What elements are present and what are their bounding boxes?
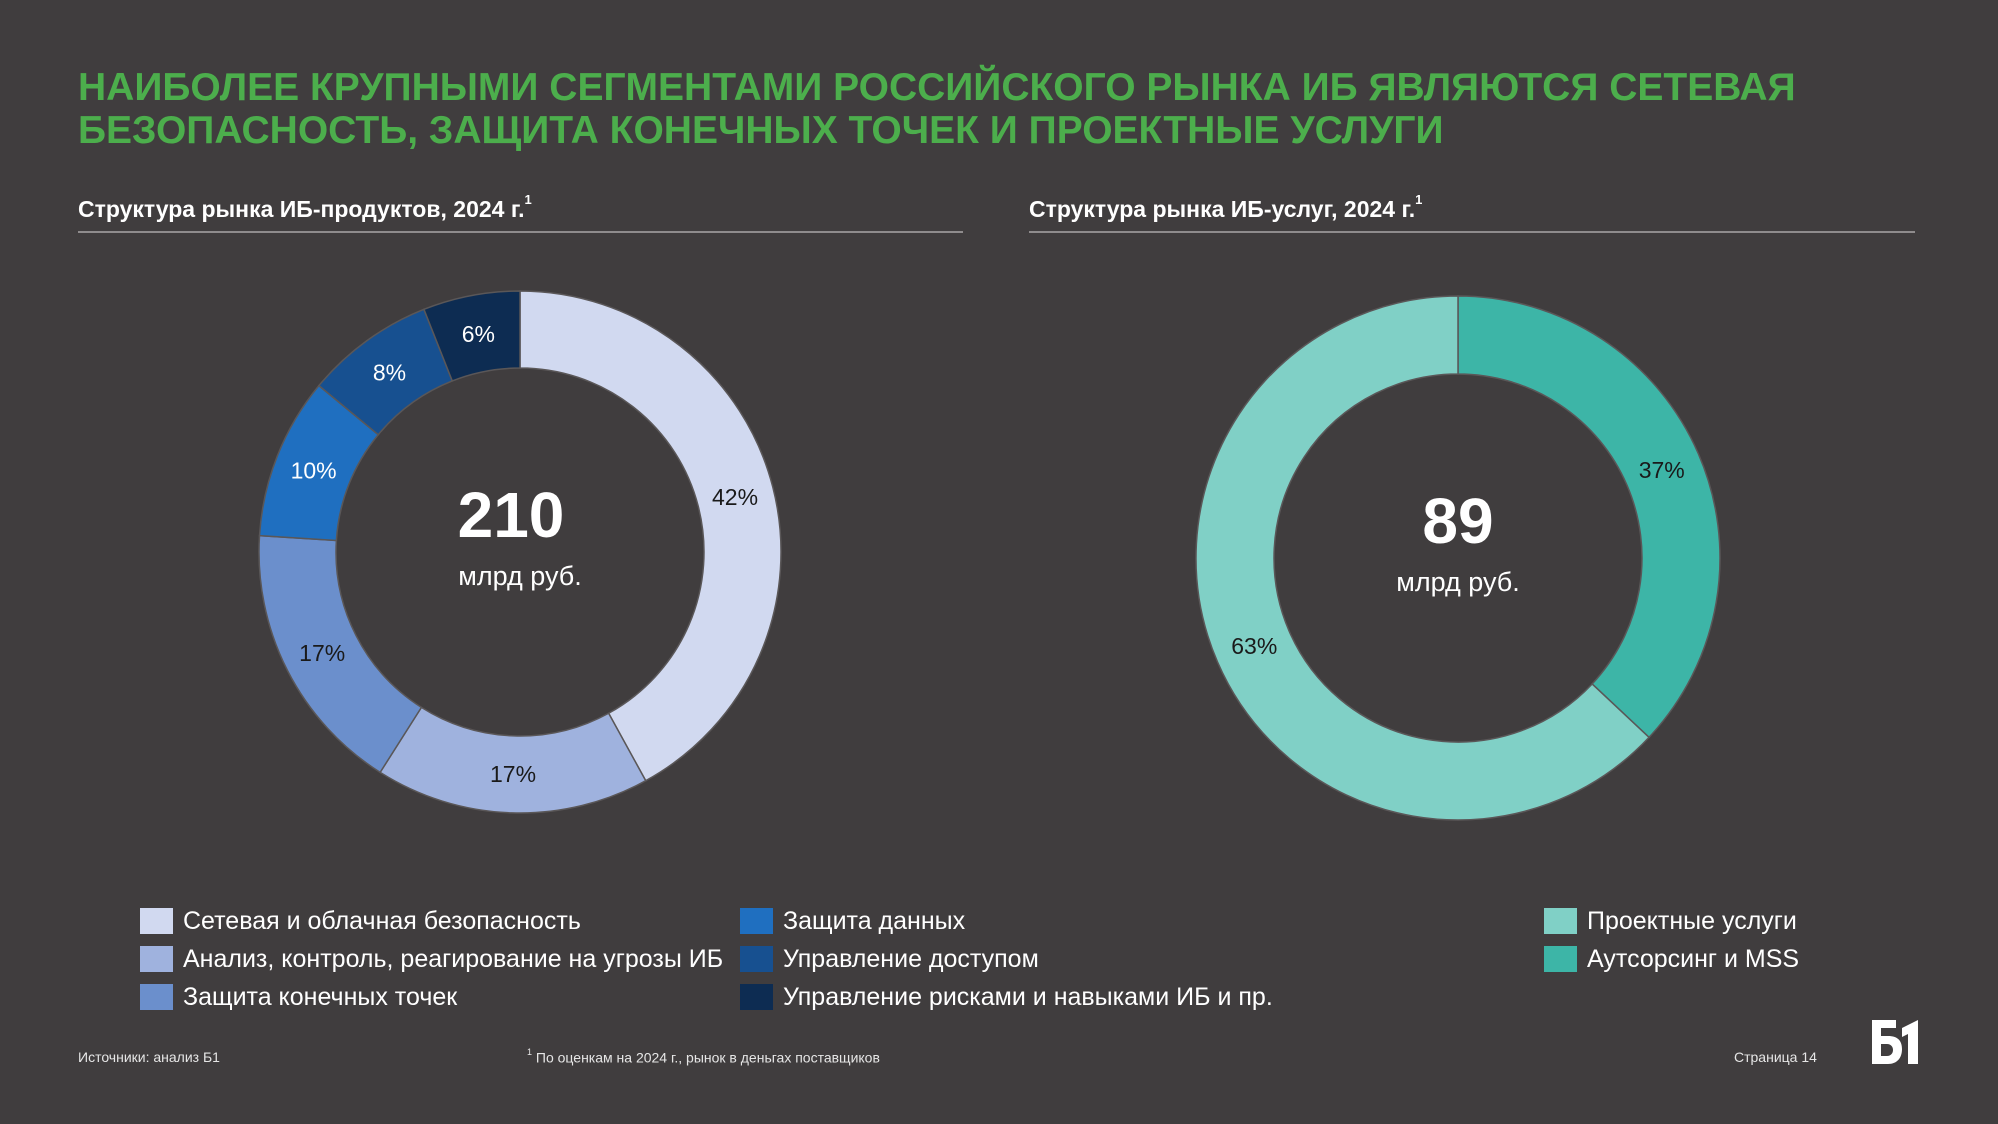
products-legend-item: Анализ, контроль, реагирование на угрозы… <box>140 940 723 978</box>
products-legend-item: Защита данных <box>740 902 1273 940</box>
products-slice-label-2: 17% <box>299 640 345 666</box>
services-slice-label-1: 63% <box>1231 633 1277 659</box>
products-legend-item-swatch <box>740 946 773 972</box>
headline-line-1: НАИБОЛЕЕ КРУПНЫМИ СЕГМЕНТАМИ РОССИЙСКОГО… <box>78 66 1796 109</box>
products-slice-label-1: 17% <box>490 761 536 787</box>
products-legend-item-swatch <box>140 946 173 972</box>
products-legend-item-swatch <box>740 984 773 1010</box>
products-chart-title-text: Структура рынка ИБ-продуктов, 2024 г. <box>78 196 525 222</box>
services-title-divider <box>1029 231 1915 233</box>
page-headline: НАИБОЛЕЕ КРУПНЫМИ СЕГМЕНТАМИ РОССИЙСКОГО… <box>78 66 1958 152</box>
products-title-divider <box>78 231 963 233</box>
products-slice-0 <box>519 290 782 782</box>
products-legend-item: Защита конечных точек <box>140 978 723 1016</box>
services-slice-label-0: 37% <box>1639 457 1685 483</box>
services-legend-item: Аутсорсинг и MSS <box>1544 940 1864 978</box>
footnote-mark: 1 <box>527 1047 533 1057</box>
products-legend-item-label: Анализ, контроль, реагирование на угрозы… <box>183 945 724 973</box>
sources-note: Источники: анализ Б1 <box>78 1049 220 1065</box>
services-slice-0 <box>1457 295 1721 739</box>
services-legend-item-swatch <box>1544 946 1577 972</box>
services-legend-item-label: Проектные услуги <box>1587 907 1797 935</box>
services-legend-item-label: Аутсорсинг и MSS <box>1587 945 1800 973</box>
products-legend-item-label: Управление доступом <box>783 945 1039 973</box>
services-slice-1 <box>1195 295 1651 821</box>
products-legend-item-label: Управление рисками и навыками ИБ и пр. <box>783 983 1273 1011</box>
products-center-value: 210 <box>458 479 565 551</box>
products-legend-item-label: Защита конечных точек <box>183 983 458 1011</box>
products-legend-item: Управление рисками и навыками ИБ и пр. <box>740 978 1273 1016</box>
products-chart-title: Структура рынка ИБ-продуктов, 2024 г.1 <box>78 192 532 223</box>
products-slice-label-5: 6% <box>462 321 495 347</box>
page-number: Страница 14 <box>1734 1049 1817 1065</box>
headline-line-2: БЕЗОПАСНОСТЬ, ЗАЩИТА КОНЕЧНЫХ ТОЧЕК И ПР… <box>78 109 1444 152</box>
products-legend-item: Сетевая и облачная безопасность <box>140 902 723 940</box>
products-center-unit: млрд руб. <box>458 561 581 591</box>
footnote: 1 По оценкам на 2024 г., рынок в деньгах… <box>527 1047 880 1066</box>
products-slice-5 <box>422 290 521 382</box>
services-chart-title: Структура рынка ИБ-услуг, 2024 г.1 <box>1029 192 1422 223</box>
products-chart-title-footnote: 1 <box>524 192 532 208</box>
products-slice-label-4: 8% <box>373 359 406 385</box>
services-legend: Проектные услуги Аутсорсинг и MSS <box>1544 902 1864 978</box>
footnote-text: По оценкам на 2024 г., рынок в деньгах п… <box>535 1049 880 1066</box>
products-legend-column-2: Защита данных Управление доступом Управлен… <box>740 902 1273 1016</box>
products-legend-item-swatch <box>140 984 173 1010</box>
services-legend-item-swatch <box>1544 908 1577 934</box>
products-slice-label-3: 10% <box>291 457 337 483</box>
services-legend-item: Проектные услуги <box>1544 902 1864 940</box>
products-legend-item-swatch <box>140 908 173 934</box>
services-center-value: 89 <box>1422 485 1493 557</box>
products-legend-item-label: Защита данных <box>783 907 966 935</box>
products-legend-item: Управление доступом <box>740 940 1273 978</box>
products-slice-label-0: 42% <box>712 484 758 510</box>
products-legend-column-1: Сетевая и облачная безопасность Анализ, к… <box>140 902 723 1016</box>
services-center-unit: млрд руб. <box>1396 567 1519 597</box>
services-chart-title-footnote: 1 <box>1415 192 1423 208</box>
products-legend-item-label: Сетевая и облачная безопасность <box>183 907 581 935</box>
products-legend-item-swatch <box>740 908 773 934</box>
services-chart-title-text: Структура рынка ИБ-услуг, 2024 г. <box>1029 196 1416 222</box>
b1-logo: Б1 <box>1872 1020 1918 1064</box>
